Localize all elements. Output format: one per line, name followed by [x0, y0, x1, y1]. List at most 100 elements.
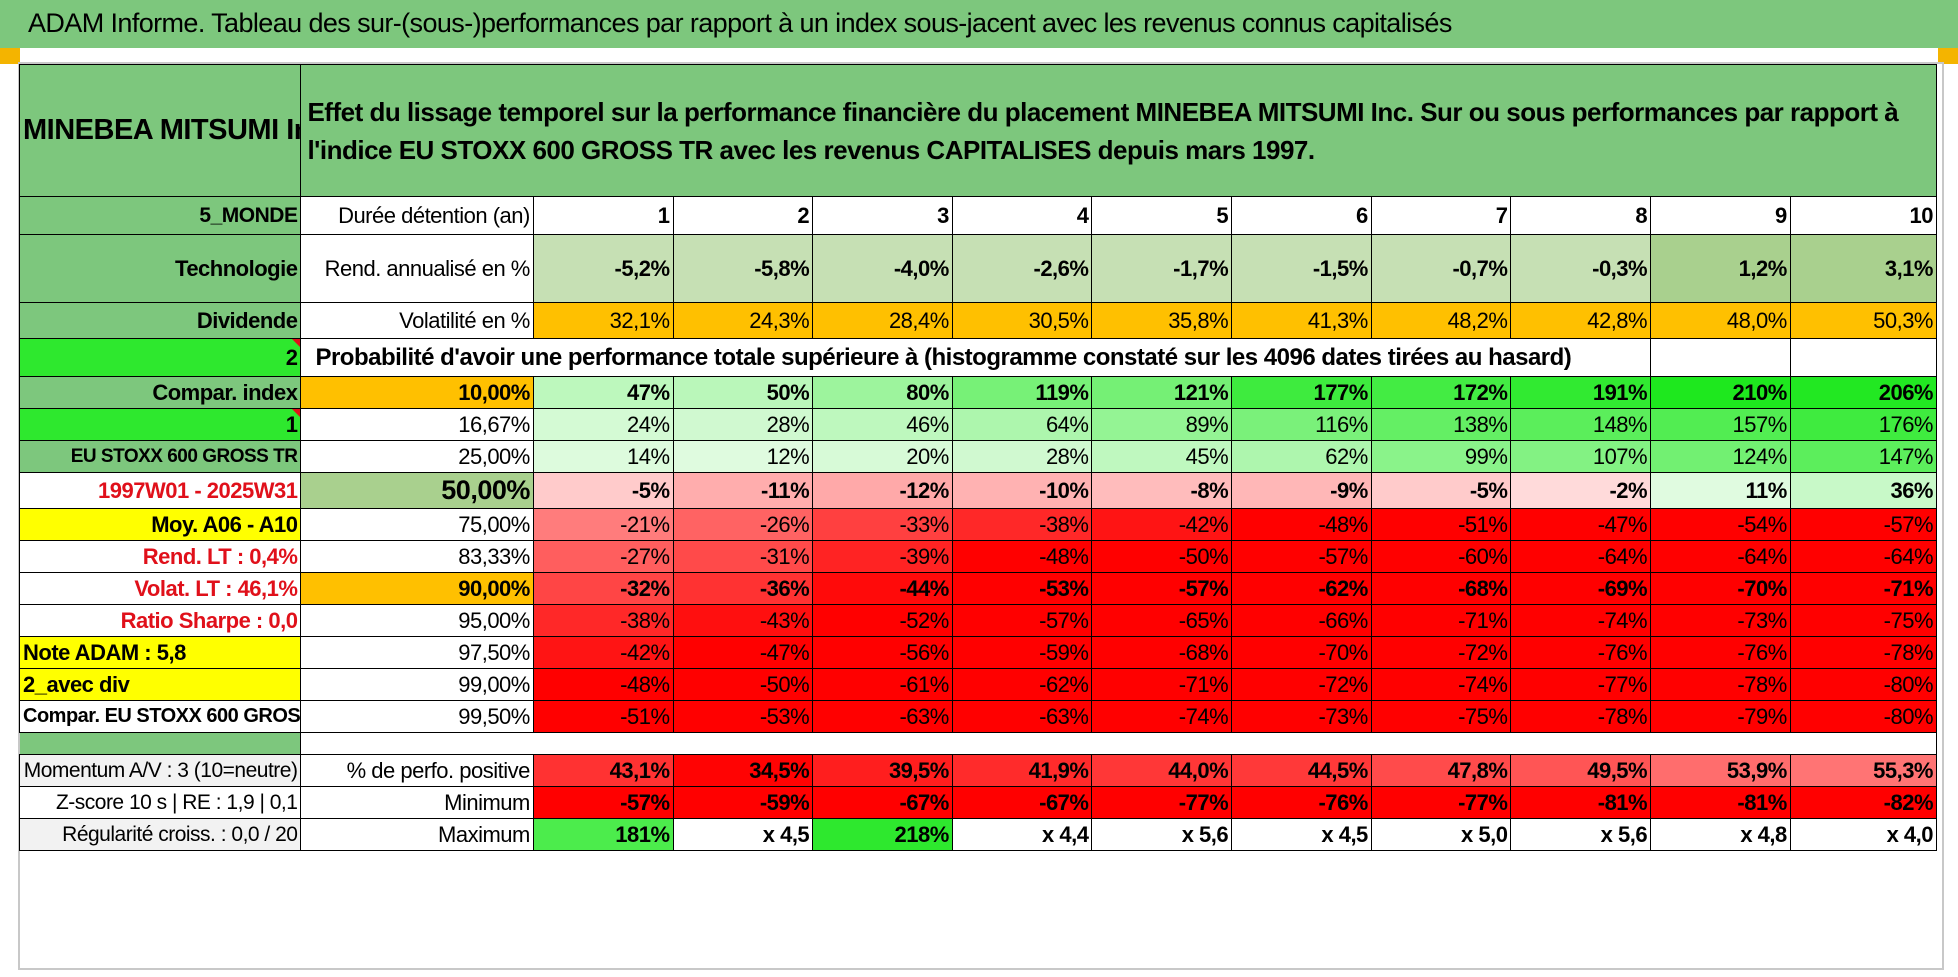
quantile-row: Moy. A06 - A10 75,00% -21% -26% -33% -38% -42%…: [18, 508, 1938, 541]
quantile-value: -76%: [1650, 636, 1791, 669]
quantile-value: -21%: [532, 508, 674, 541]
summary-value: x 5,6: [1510, 818, 1652, 851]
quantile-value: -50%: [672, 668, 814, 701]
quantile-value: -47%: [1510, 508, 1652, 541]
summary-value: -81%: [1650, 786, 1791, 819]
quantile-row: Compar. index 10,00% 47% 50% 80% 119% 121% 177%…: [18, 376, 1938, 409]
year-header: 3: [812, 196, 953, 235]
quantile-value: -44%: [812, 572, 953, 605]
quantile-value: -78%: [1789, 636, 1938, 669]
rend-value: -2,6%: [951, 234, 1093, 303]
quantile-value: -57%: [1789, 508, 1938, 541]
quantile-pct: 97,50%: [300, 636, 534, 669]
quantile-value: -32%: [532, 572, 674, 605]
region-label: 5_MONDE: [18, 196, 302, 235]
quantile-value: -8%: [1091, 472, 1233, 509]
quantile-row: 1 16,67% 24% 28% 46% 64% 89% 116% 138% 148% 157% 17…: [18, 408, 1938, 441]
summary-value: -59%: [672, 786, 814, 819]
rend-value: 1,2%: [1650, 234, 1791, 303]
quantile-value: -48%: [532, 668, 674, 701]
quantile-value: -27%: [532, 540, 674, 573]
summary-value: -67%: [812, 786, 953, 819]
corner-marker-right: [1938, 48, 1958, 64]
quantile-pct: 90,00%: [300, 572, 534, 605]
quantile-row: Volat. LT : 46,1% 90,00% -32% -36% -44% -53% -…: [18, 572, 1938, 605]
quantile-value: -11%: [672, 472, 814, 509]
quantile-value: -42%: [532, 636, 674, 669]
quantile-value: -71%: [1370, 604, 1512, 637]
quantile-value: -73%: [1231, 700, 1372, 733]
quantile-value: -39%: [812, 540, 953, 573]
year-header: 4: [951, 196, 1093, 235]
quantile-value: -64%: [1650, 540, 1791, 573]
quantile-value: -70%: [1231, 636, 1372, 669]
quantile-value: -59%: [951, 636, 1093, 669]
rend-value: -0,7%: [1370, 234, 1512, 303]
quantile-value: -68%: [1091, 636, 1233, 669]
summary-value: -82%: [1789, 786, 1938, 819]
vol-value: 48,0%: [1650, 302, 1791, 339]
quantile-value: -64%: [1510, 540, 1652, 573]
quantile-value: 148%: [1510, 408, 1652, 441]
side-compar-index: Compar. index: [18, 376, 302, 409]
quantile-value: -63%: [812, 700, 953, 733]
summary-row: Régularité croiss. : 0,0 / 20 Maximum 181%…: [18, 818, 1938, 851]
quantile-pct: 99,00%: [300, 668, 534, 701]
quantile-value: -72%: [1231, 668, 1372, 701]
side-num-b[interactable]: 1: [18, 408, 302, 441]
summary-value: -81%: [1510, 786, 1652, 819]
summary-value: -77%: [1370, 786, 1512, 819]
quantile-value: 121%: [1091, 376, 1233, 409]
sector-label: Technologie: [18, 234, 302, 303]
spacer-blank: [300, 732, 1937, 755]
quantile-value: -69%: [1510, 572, 1652, 605]
quantile-value: -42%: [1091, 508, 1233, 541]
duration-label: Durée détention (an): [300, 196, 534, 235]
quantile-pct: 95,00%: [300, 604, 534, 637]
rend-value: 3,1%: [1789, 234, 1938, 303]
year-header: 1: [532, 196, 674, 235]
quantile-value: 147%: [1789, 440, 1938, 473]
selector-a[interactable]: 2: [18, 338, 302, 377]
summary-value: 47,8%: [1370, 754, 1512, 787]
quantile-value: -48%: [1231, 508, 1372, 541]
quantile-value: -38%: [951, 508, 1093, 541]
quantile-value: -75%: [1370, 700, 1512, 733]
vol-value: 50,3%: [1789, 302, 1938, 339]
quantile-value: 14%: [532, 440, 674, 473]
quantile-value: -33%: [812, 508, 953, 541]
quantile-row: Note ADAM : 5,8 97,50% -42% -47% -56% -59% -68…: [18, 636, 1938, 669]
summary-value: -77%: [1091, 786, 1233, 819]
vol-value: 30,5%: [951, 302, 1093, 339]
vol-value: 35,8%: [1091, 302, 1233, 339]
quantile-value: -52%: [812, 604, 953, 637]
probability-title: Probabilité d'avoir une performance tota…: [300, 338, 1652, 377]
report-title-bar: ADAM Informe. Tableau des sur-(sous-)per…: [0, 0, 1958, 48]
quantile-value: -43%: [672, 604, 814, 637]
quantile-value: -54%: [1650, 508, 1791, 541]
quantile-value: 124%: [1650, 440, 1791, 473]
summary-value: 39,5%: [812, 754, 953, 787]
quantile-pct: 99,50%: [300, 700, 534, 733]
quantile-value: 89%: [1091, 408, 1233, 441]
quantile-value: -74%: [1510, 604, 1652, 637]
quantile-value: -76%: [1510, 636, 1652, 669]
summary-side-label: Momentum A/V : 3 (10=neutre): [18, 754, 302, 787]
summary-value: x 4,5: [1231, 818, 1372, 851]
quantile-value: -38%: [532, 604, 674, 637]
year-header: 7: [1370, 196, 1512, 235]
summary-value: 44,0%: [1091, 754, 1233, 787]
quantile-pct: 10,00%: [300, 376, 534, 409]
quantile-value: -61%: [812, 668, 953, 701]
category-label: Dividende: [18, 302, 302, 339]
company-name: MINEBEA MITSUMI Inc: [18, 64, 302, 197]
summary-side-label: Régularité croiss. : 0,0 / 20: [18, 818, 302, 851]
spacer-green: [19, 732, 301, 755]
quantile-value: 138%: [1370, 408, 1512, 441]
quantile-row: 2_avec div 99,00% -48% -50% -61% -62% -71% -72%…: [18, 668, 1938, 701]
summary-label: Maximum: [300, 818, 534, 851]
rend-value: -1,7%: [1091, 234, 1233, 303]
summary-value: x 4,4: [951, 818, 1093, 851]
rend-value: -1,5%: [1231, 234, 1372, 303]
side-avec-div: 2_avec div: [18, 668, 302, 701]
